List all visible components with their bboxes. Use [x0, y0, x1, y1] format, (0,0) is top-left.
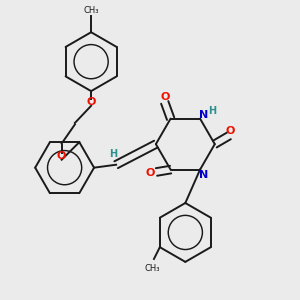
- Text: H: H: [109, 148, 117, 158]
- Text: O: O: [146, 168, 155, 178]
- Text: O: O: [86, 97, 96, 107]
- Text: H: H: [208, 106, 217, 116]
- Text: N: N: [199, 110, 208, 120]
- Text: O: O: [226, 126, 235, 136]
- Text: O: O: [57, 151, 66, 161]
- Text: CH₃: CH₃: [145, 264, 160, 273]
- Text: N: N: [199, 170, 208, 180]
- Text: CH₃: CH₃: [83, 6, 99, 15]
- Text: O: O: [160, 92, 169, 101]
